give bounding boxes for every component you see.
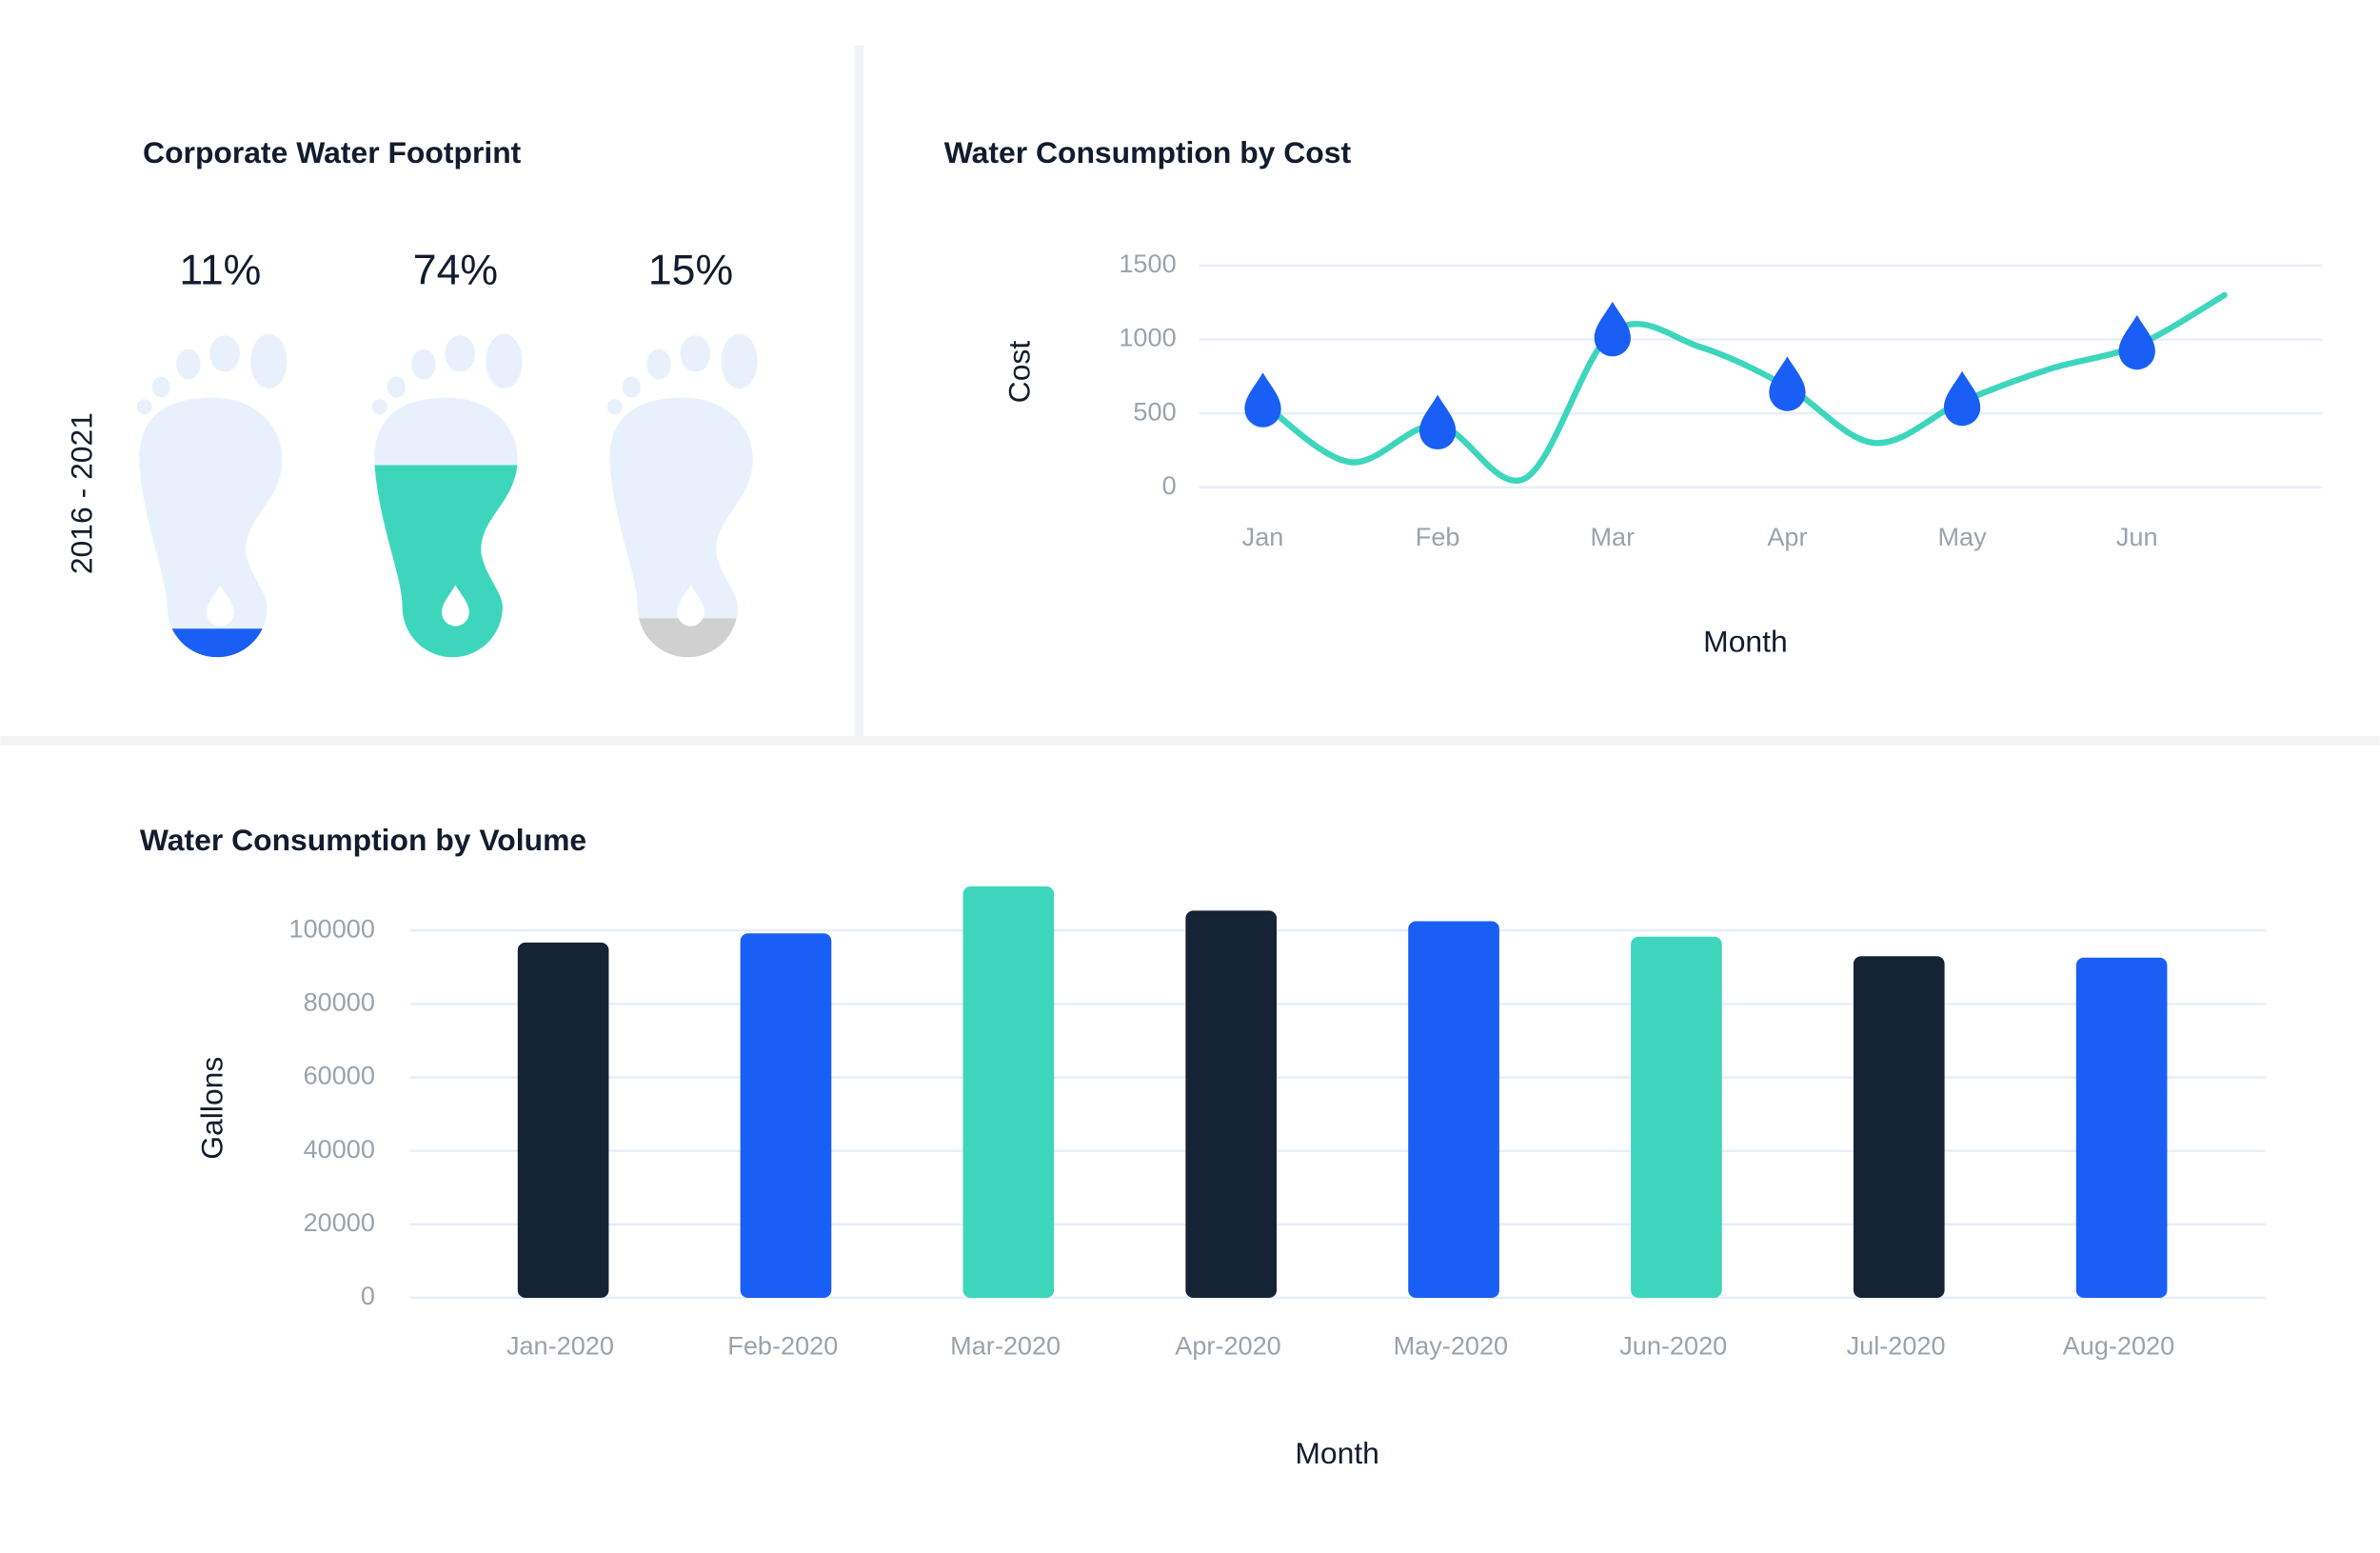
x-tick-label: Feb-2020 [727, 1331, 838, 1361]
toe [387, 376, 406, 398]
y-tick-label: 40000 [304, 1134, 375, 1164]
y-tick-label: 1500 [1119, 249, 1176, 278]
toe [209, 335, 241, 372]
x-tick-label: Mar [1590, 522, 1635, 551]
divider [0, 736, 2380, 746]
foot [609, 397, 753, 658]
drop-icon [442, 585, 469, 627]
y-tick-label: 0 [361, 1281, 375, 1310]
toe [486, 333, 523, 389]
chart-title: Corporate Water Footprint [143, 135, 522, 169]
y-axis-label: Gallons [194, 1057, 228, 1160]
marker [1943, 370, 1981, 427]
value-label: 11% [179, 248, 261, 294]
toe [721, 333, 758, 389]
x-tick-label: Apr [1767, 522, 1807, 551]
bar [962, 886, 1055, 1298]
y-axis-label: Cost [1002, 341, 1036, 404]
toe [411, 348, 436, 380]
y-tick-label: 0 [1162, 470, 1177, 500]
value-label: 74% [413, 248, 498, 294]
bar [517, 942, 609, 1298]
bar [2075, 957, 2168, 1298]
line [1259, 291, 2228, 484]
toe [371, 399, 387, 415]
x-tick-label: Aug-2020 [2063, 1331, 2175, 1361]
x-tick-label: Jul-2020 [1847, 1331, 1946, 1361]
marker [1769, 356, 1806, 411]
drop-icon [677, 585, 704, 627]
value-label: 15% [648, 248, 733, 294]
toe [176, 348, 201, 380]
toe [151, 376, 170, 398]
x-tick-label: Mar-2020 [950, 1331, 1061, 1361]
y-tick-label: 100000 [289, 913, 375, 943]
foot-fill [171, 628, 263, 658]
y-tick-label: 20000 [304, 1207, 375, 1237]
y-tick-label: 1000 [1119, 323, 1176, 352]
footprint: 11% [136, 248, 288, 658]
foot-fill [374, 465, 518, 658]
x-tick-label: May [1937, 522, 1987, 551]
x-tick-label: Feb [1416, 522, 1460, 551]
drop-icon [207, 585, 234, 627]
footprint: 15% [606, 248, 758, 658]
bar [1185, 910, 1278, 1298]
toe [606, 399, 623, 415]
y-tick-label: 500 [1133, 396, 1176, 426]
x-tick-label: Jun [2116, 522, 2158, 551]
toe [445, 335, 476, 372]
toe [680, 335, 711, 372]
y-tick-label: 80000 [304, 987, 375, 1017]
foot-fill [639, 618, 737, 658]
marker [1594, 301, 1631, 357]
bar [740, 933, 832, 1298]
toe [646, 348, 671, 380]
toe [622, 376, 641, 398]
y-tick-label: 60000 [304, 1061, 375, 1090]
marker [1419, 394, 1457, 450]
x-tick-label: Apr-2020 [1175, 1331, 1280, 1361]
x-axis-label: Month [1703, 624, 1788, 658]
marker [2118, 314, 2155, 370]
chart-title: Water Consumption by Cost [944, 135, 1352, 169]
toe [250, 333, 288, 389]
marker [1244, 372, 1281, 428]
x-tick-label: Jan [1242, 522, 1284, 551]
bar [1408, 921, 1499, 1298]
toe [136, 399, 152, 415]
x-tick-label: May-2020 [1394, 1331, 1508, 1361]
chart-title: Water Consumption by Volume [140, 823, 586, 857]
foot [139, 397, 283, 658]
y-axis-label: 2016 - 2021 [64, 412, 98, 574]
x-axis-label: Month [1295, 1436, 1379, 1470]
x-tick-label: Jan-2020 [506, 1331, 614, 1361]
footprint: 74% [371, 248, 523, 658]
bar [1631, 936, 1722, 1298]
divider [854, 45, 864, 740]
bar [1853, 956, 1945, 1298]
x-tick-label: Jun-2020 [1619, 1331, 1727, 1361]
